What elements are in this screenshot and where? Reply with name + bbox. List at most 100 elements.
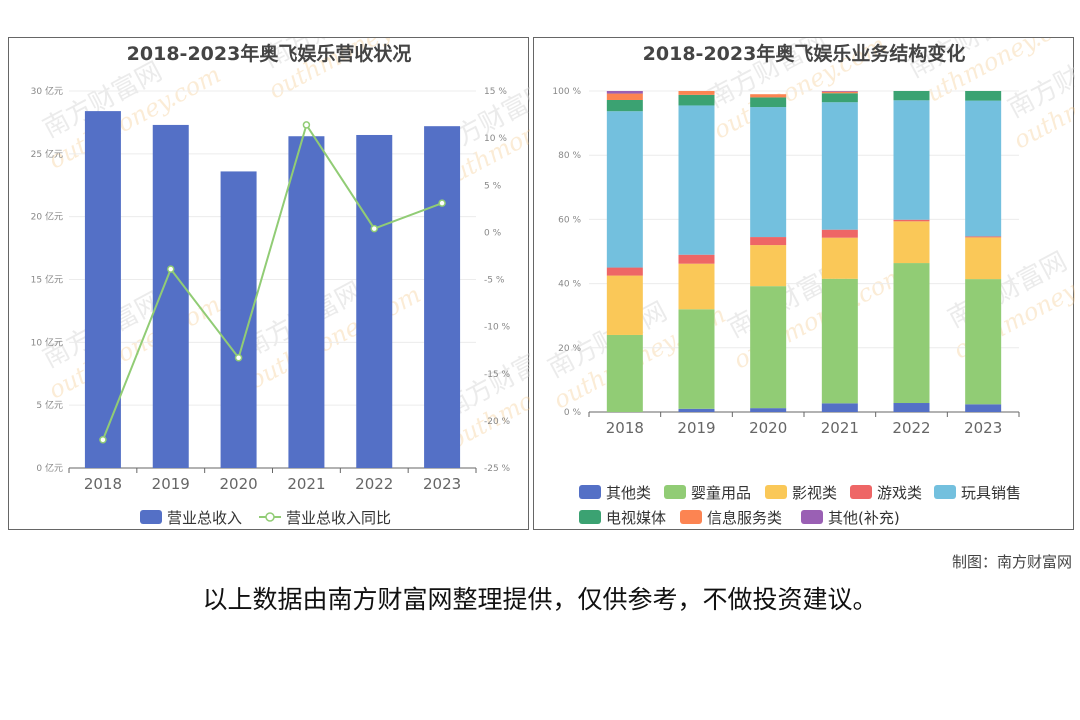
stack-segment bbox=[821, 403, 858, 412]
legend-marker-yoy bbox=[265, 512, 275, 522]
stack-segment bbox=[821, 91, 858, 94]
stack-segment bbox=[821, 237, 858, 279]
stack-segment bbox=[678, 91, 715, 95]
stack-segment bbox=[893, 221, 930, 264]
stack-segment bbox=[606, 111, 643, 268]
x-tick-label: 2019 bbox=[677, 419, 715, 437]
y-tick-label: 25 亿元 bbox=[31, 148, 63, 160]
stack-segment bbox=[965, 404, 1002, 412]
x-tick-label: 2020 bbox=[219, 475, 257, 493]
revenue-bar bbox=[356, 134, 393, 468]
stack-segment bbox=[893, 263, 930, 404]
chart-credit: 制图：南方财富网 bbox=[951, 553, 1072, 571]
y-tick-label: 30 亿元 bbox=[31, 85, 63, 97]
legend-swatch bbox=[664, 485, 686, 499]
y2-tick-label: 10 % bbox=[484, 134, 507, 144]
y2-tick-label: -5 % bbox=[484, 276, 505, 286]
y-tick-label: 20 % bbox=[558, 344, 581, 354]
business-structure-chart-panel: 南方财富网 outhmoney.com 南方财富网 outhmoney.com 南方财富… bbox=[533, 37, 1075, 530]
stack-segment bbox=[606, 99, 643, 112]
legend-swatch bbox=[850, 485, 872, 499]
stack-segment bbox=[750, 286, 787, 409]
y-tick-label: 0 % bbox=[564, 408, 582, 418]
stack-segment bbox=[965, 236, 1002, 238]
y-tick-label: 60 % bbox=[558, 215, 581, 225]
legend-swatch bbox=[579, 510, 601, 524]
legend-label: 其他(补充) bbox=[828, 509, 900, 527]
yoy-point bbox=[234, 353, 243, 362]
stack-segment bbox=[821, 278, 858, 404]
stack-segment bbox=[678, 94, 715, 106]
stack-segment bbox=[821, 93, 858, 103]
stack-segment bbox=[678, 408, 715, 412]
x-tick-label: 2018 bbox=[84, 475, 122, 493]
y2-tick-label: -25 % bbox=[484, 464, 511, 474]
yoy-point bbox=[438, 199, 446, 207]
stack-segment bbox=[821, 91, 858, 92]
yoy-point bbox=[302, 121, 311, 129]
yoy-line bbox=[101, 122, 443, 441]
stack-segment bbox=[750, 107, 787, 238]
legend-label: 游戏类 bbox=[877, 484, 922, 502]
y-tick-label: 40 % bbox=[558, 280, 581, 290]
yoy-point bbox=[370, 224, 378, 233]
stack-segment bbox=[750, 94, 787, 98]
x-tick-label: 2023 bbox=[964, 419, 1002, 437]
x-tick-label: 2021 bbox=[821, 419, 859, 437]
revenue-bar bbox=[152, 124, 189, 469]
stack-segment bbox=[893, 91, 930, 101]
stack-segment bbox=[678, 263, 715, 310]
stack-segment bbox=[678, 309, 715, 409]
stack-segment bbox=[606, 275, 643, 335]
revenue-chart: 南方财富网outhmoney.com南方财富网outhmoney.com南方财富… bbox=[31, 38, 530, 527]
stack-segment bbox=[750, 97, 787, 108]
yoy-point bbox=[167, 265, 175, 273]
legend-label: 其他类 bbox=[606, 484, 651, 502]
chart-title: 2018-2023年奥飞娱乐营收状况 bbox=[127, 42, 412, 65]
stack-segment bbox=[893, 219, 930, 222]
stack-segment bbox=[606, 91, 643, 94]
stack-segment bbox=[678, 254, 715, 264]
x-tick-label: 2018 bbox=[606, 419, 644, 437]
stack-segment bbox=[750, 245, 787, 287]
y-tick-label: 10 亿元 bbox=[31, 336, 63, 348]
legend-label-yoy: 营业总收入同比 bbox=[286, 509, 391, 527]
x-tick-label: 2020 bbox=[749, 419, 787, 437]
x-tick-label: 2022 bbox=[355, 475, 393, 493]
stack-segment bbox=[893, 100, 930, 220]
disclaimer-note: 以上数据由南方财富网整理提供，仅供参考，不做投资建议。 bbox=[202, 585, 878, 614]
legend-label: 信息服务类 bbox=[707, 509, 782, 527]
x-tick-label: 2023 bbox=[423, 475, 461, 493]
stack-segment bbox=[750, 408, 787, 412]
legend-swatch-revenue bbox=[140, 510, 162, 524]
stack-segment bbox=[965, 279, 1002, 405]
stack-segment bbox=[821, 102, 858, 230]
y2-tick-label: -10 % bbox=[484, 323, 511, 333]
stack-segment bbox=[965, 91, 1002, 101]
legend-label: 婴童用品 bbox=[691, 484, 751, 502]
y2-tick-label: -15 % bbox=[484, 370, 511, 380]
y-tick-label: 5 亿元 bbox=[36, 399, 63, 411]
y-tick-label: 20 亿元 bbox=[31, 211, 63, 223]
chart-title: 2018-2023年奥飞娱乐业务结构变化 bbox=[643, 42, 966, 65]
y2-tick-label: 15 % bbox=[484, 87, 507, 97]
legend-label-revenue: 营业总收入 bbox=[167, 509, 242, 527]
legend-label: 玩具销售 bbox=[961, 484, 1021, 502]
stack-segment bbox=[893, 403, 930, 412]
x-tick-label: 2021 bbox=[287, 475, 325, 493]
legend-label: 影视类 bbox=[792, 484, 837, 502]
revenue-chart-panel: 南方财富网outhmoney.com南方财富网outhmoney.com南方财富… bbox=[8, 37, 530, 530]
yoy-point bbox=[99, 435, 107, 444]
stack-segment bbox=[606, 334, 643, 412]
y2-tick-label: 0 % bbox=[484, 228, 502, 238]
stack-segment bbox=[965, 100, 1002, 237]
stack-segment bbox=[821, 229, 858, 238]
stack-segment bbox=[750, 237, 787, 246]
legend-swatch bbox=[801, 510, 823, 524]
revenue-bar bbox=[288, 136, 325, 468]
y-tick-label: 0 亿元 bbox=[36, 462, 63, 474]
y2-tick-label: -20 % bbox=[484, 417, 511, 427]
